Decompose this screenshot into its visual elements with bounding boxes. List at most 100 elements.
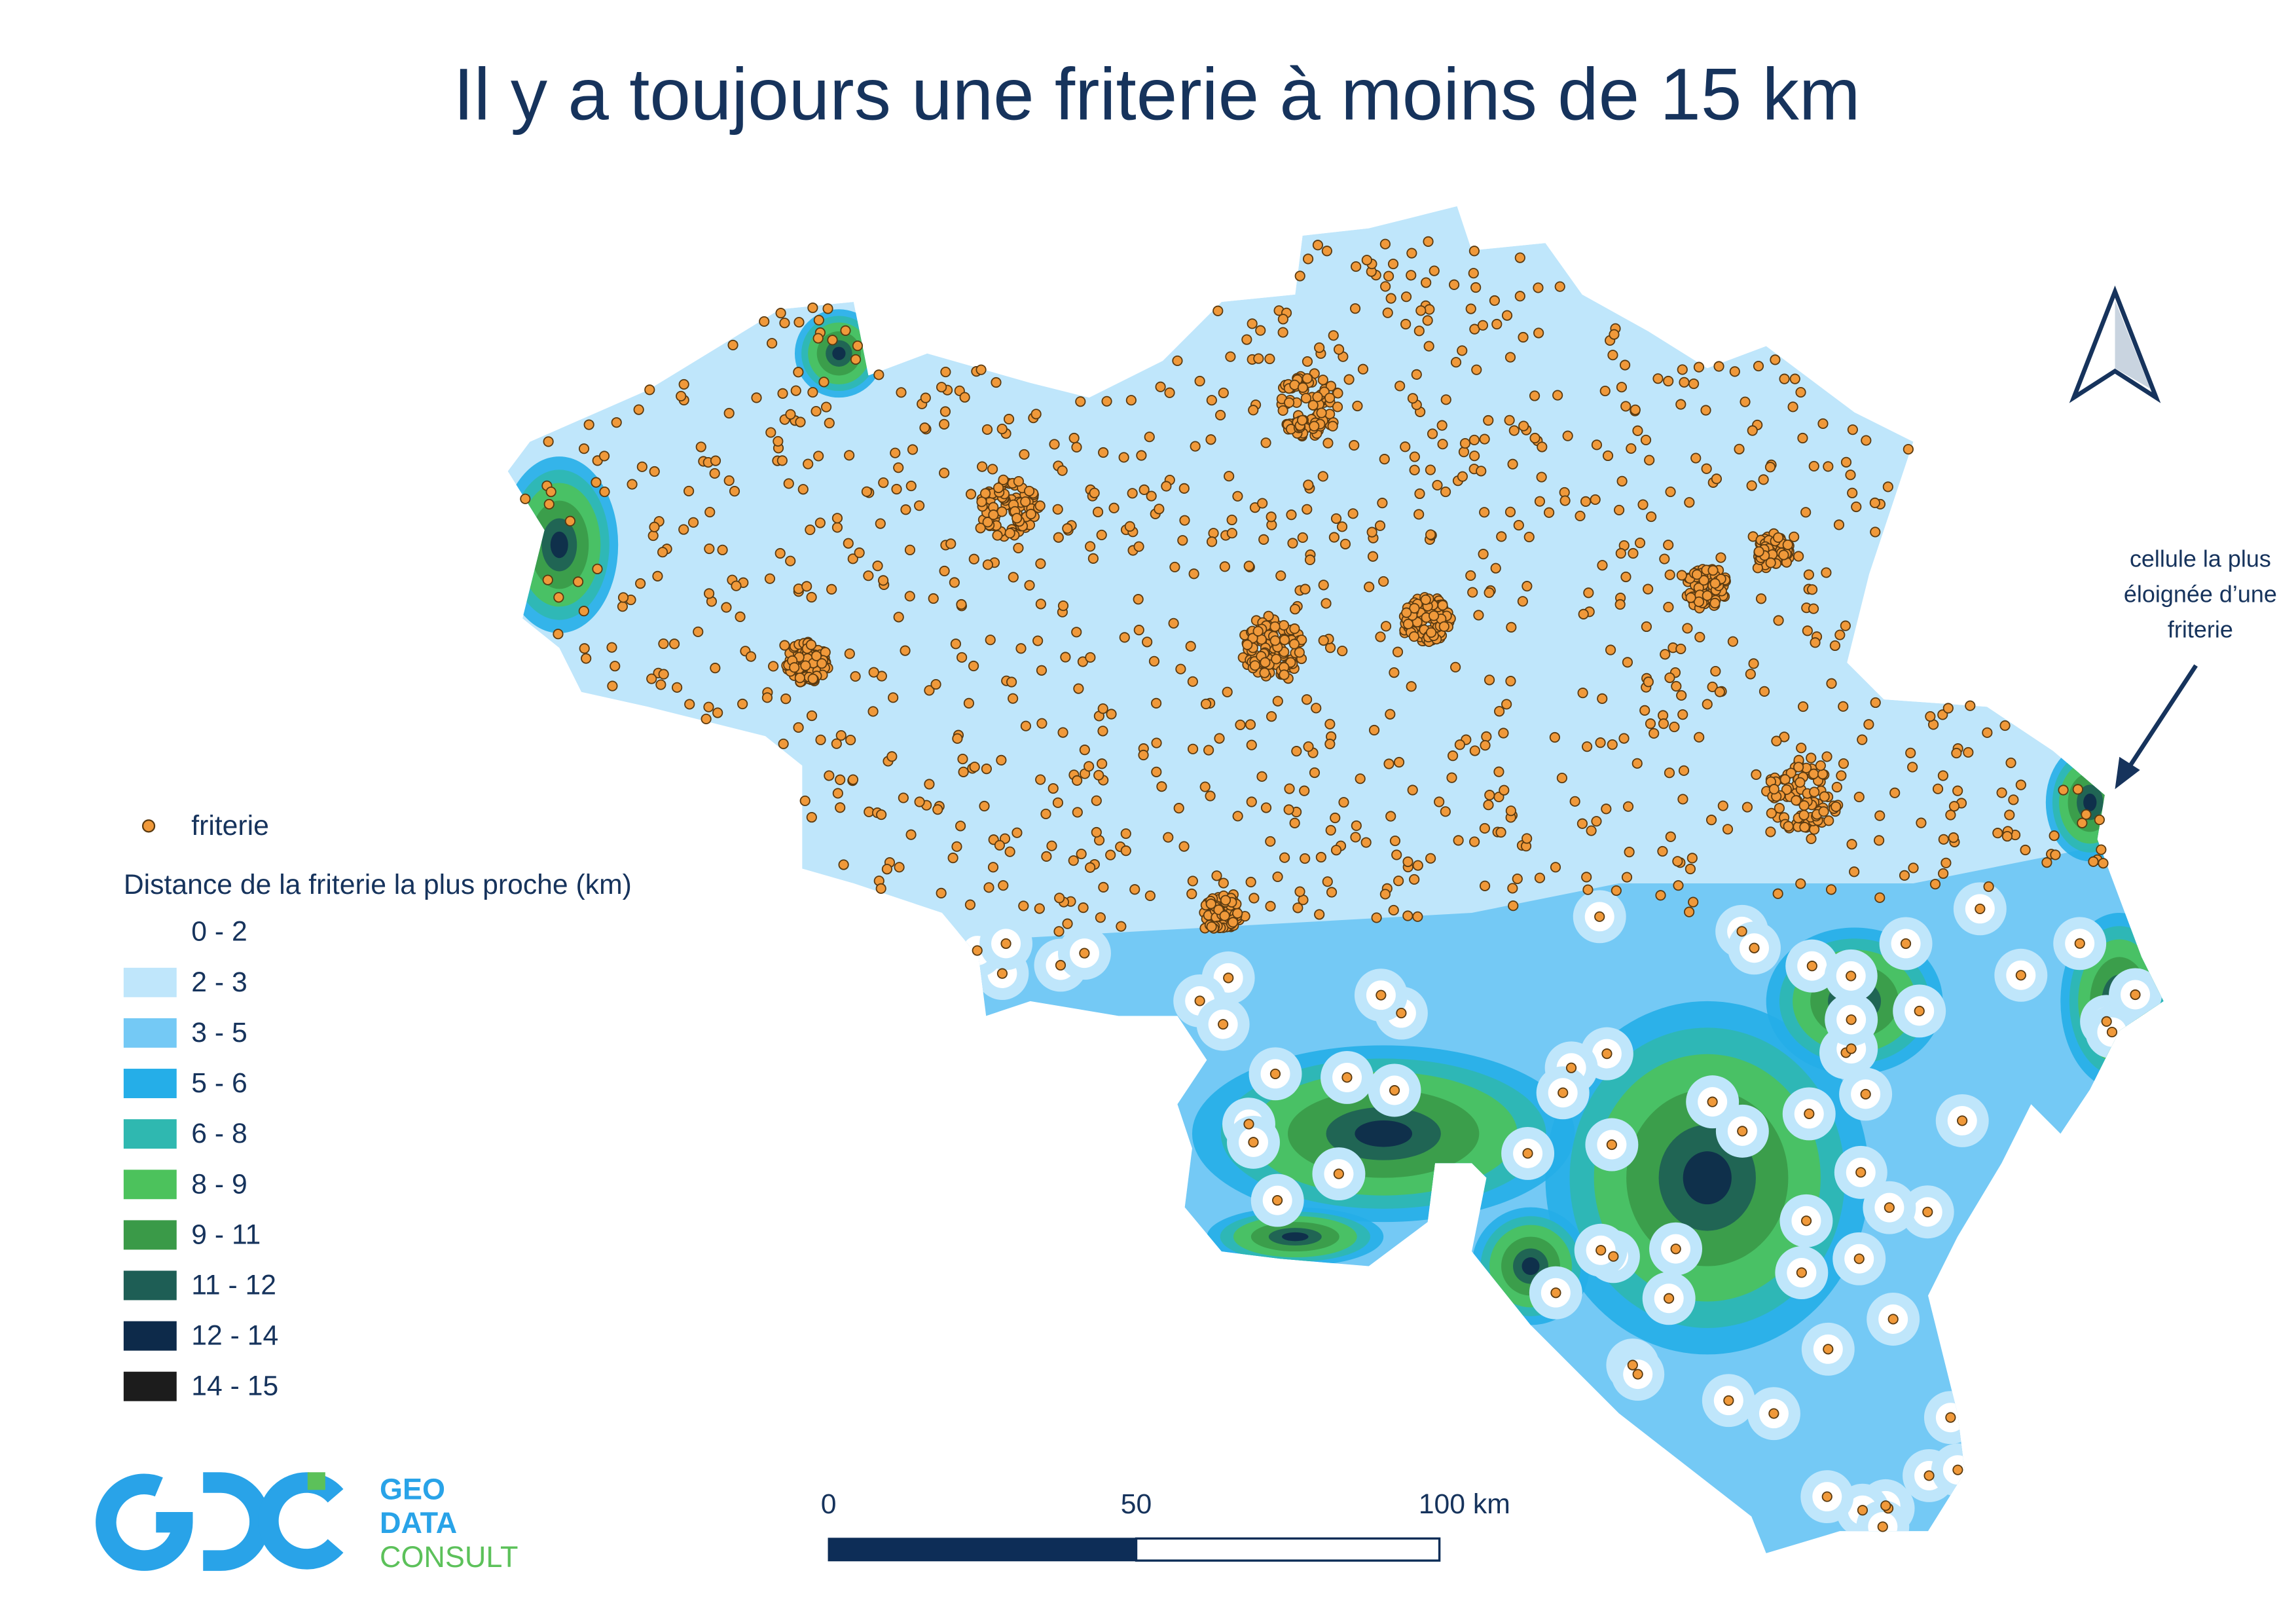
friterie-point: [852, 340, 864, 352]
friterie-point: [1120, 828, 1131, 840]
friterie-point: [1315, 851, 1326, 863]
friterie-point: [655, 679, 666, 690]
friterie-point: [968, 553, 979, 564]
friterie-point: [701, 713, 712, 725]
friterie-point: [1565, 1062, 1577, 1073]
friterie-point: [1819, 791, 1830, 802]
friterie-point: [1620, 571, 1631, 583]
friterie-point: [905, 829, 917, 840]
friterie-point: [611, 417, 622, 428]
friterie-point: [1436, 420, 1448, 431]
friterie-point: [1057, 727, 1068, 738]
friterie-point: [1194, 995, 1205, 1006]
friterie-point: [1765, 557, 1776, 568]
legend-swatch: [123, 967, 177, 997]
friterie-point: [1289, 623, 1300, 635]
friterie-point: [1554, 281, 1565, 292]
friterie-point: [1597, 560, 1608, 571]
friterie-point: [958, 766, 969, 777]
friterie-point: [1048, 783, 1059, 794]
friterie-point: [1645, 718, 1656, 729]
friterie-point: [1628, 547, 1639, 559]
friterie-point: [1377, 498, 1388, 509]
friterie-point: [1489, 295, 1501, 306]
friterie-point: [1371, 912, 1382, 923]
friterie-point: [712, 707, 723, 718]
friterie-point: [1071, 441, 1082, 453]
friterie-point: [627, 479, 638, 490]
friterie-point: [1782, 539, 1793, 551]
friterie-point: [1425, 627, 1437, 638]
friterie-point: [1437, 439, 1448, 450]
friterie-point: [1085, 652, 1096, 663]
friterie-point: [979, 800, 990, 812]
friterie-point: [780, 693, 792, 705]
friterie-point: [1793, 551, 1804, 562]
friterie-point: [1434, 796, 1445, 807]
friterie-point: [1011, 513, 1023, 524]
friterie-point: [1818, 806, 1829, 817]
friterie-point: [1449, 279, 1460, 290]
friterie-point: [1758, 686, 1770, 697]
friterie-point: [2077, 817, 2088, 828]
friterie-point: [1465, 570, 1476, 581]
friterie-point: [1825, 884, 1837, 895]
friterie-point: [1707, 1096, 1718, 1107]
friterie-point: [1275, 570, 1286, 581]
friterie-point: [1684, 497, 1695, 508]
friterie-point: [1643, 583, 1654, 595]
friterie-point: [1809, 786, 1820, 798]
friterie-point: [1529, 390, 1540, 401]
friterie-point: [1513, 519, 1524, 531]
friterie-point: [1215, 409, 1226, 421]
friterie-point: [1422, 315, 1433, 326]
friterie-point: [838, 859, 849, 870]
friterie-point: [1717, 800, 1728, 811]
friterie-point: [1789, 531, 1800, 542]
friterie-point: [1624, 847, 1635, 858]
friterie-point: [868, 667, 879, 678]
friterie-point: [1413, 509, 1425, 520]
friterie-point: [1907, 762, 1918, 773]
friterie-point: [1297, 532, 1308, 544]
friterie-point: [1205, 898, 1216, 910]
friterie-point: [2094, 814, 2105, 826]
friterie-point: [1311, 703, 1322, 714]
friterie-point: [1727, 636, 1738, 647]
friterie-point: [1611, 885, 1622, 896]
legend-symbol: [141, 819, 156, 833]
raster: [507, 206, 2164, 1553]
friterie-point: [553, 592, 564, 603]
friterie-point: [1119, 632, 1130, 643]
friterie-point: [1533, 282, 1544, 293]
friterie-point: [1407, 784, 1418, 796]
friterie-point: [1522, 581, 1533, 592]
friterie-point: [1423, 341, 1434, 352]
friterie-point: [1665, 831, 1676, 842]
friterie-point: [1343, 374, 1355, 385]
friterie-point: [1428, 610, 1440, 621]
friterie-point: [1522, 833, 1533, 844]
friterie-point: [1582, 741, 1593, 752]
friterie-point: [977, 461, 988, 472]
friterie-point: [1765, 826, 1776, 838]
friterie-point: [1071, 627, 1082, 638]
friterie-point: [1690, 452, 1702, 464]
friterie-point: [1785, 767, 1796, 779]
friterie-point: [633, 404, 644, 415]
friterie-point: [1394, 380, 1406, 392]
friterie-point: [1552, 390, 1563, 401]
friterie-point: [1908, 862, 1919, 874]
friterie-point: [811, 405, 822, 417]
friterie-point: [745, 651, 757, 662]
friterie-point: [1671, 680, 1682, 692]
friterie-point: [1256, 771, 1267, 782]
friterie-point: [1838, 758, 1850, 769]
friterie-point: [1269, 1068, 1281, 1080]
friterie-point: [737, 698, 748, 710]
friterie-point: [850, 354, 862, 365]
friterie-point: [914, 796, 925, 807]
friterie-point: [1529, 432, 1540, 444]
friterie-point: [794, 673, 805, 684]
friterie-point: [1367, 551, 1379, 562]
